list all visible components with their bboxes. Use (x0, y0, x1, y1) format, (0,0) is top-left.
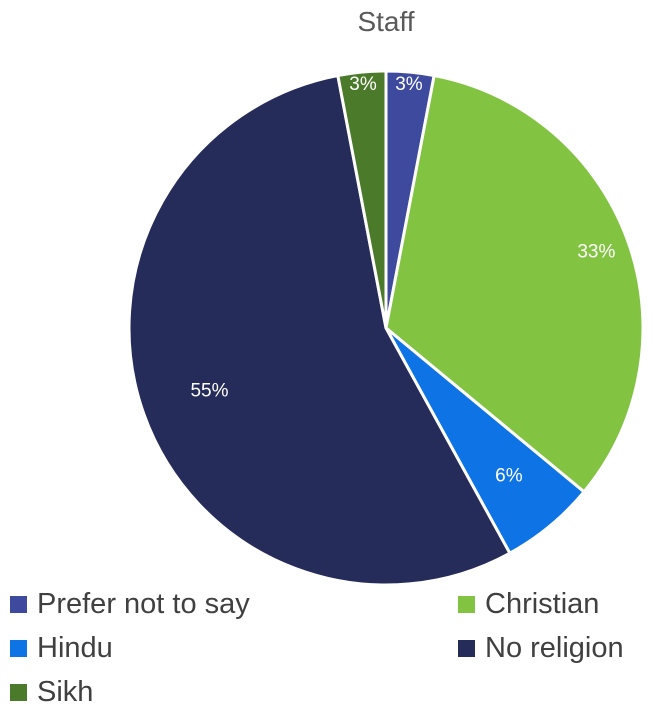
legend-swatch (10, 684, 27, 701)
legend-label: Christian (485, 588, 600, 620)
legend-item-christian: Christian (458, 588, 599, 621)
pie-slice-christian (384, 74, 645, 494)
pie-slice-no-religion (127, 74, 512, 587)
legend-swatch (458, 640, 475, 657)
legend-swatch (458, 596, 475, 613)
slice-data-label: 6% (495, 466, 523, 487)
pie-slices (127, 69, 645, 587)
pie-chart: 3% 33% 6% 55% 3% (127, 69, 645, 587)
legend-item-sikh: Sikh (10, 676, 93, 709)
legend-item-hindu: Hindu (10, 632, 113, 665)
legend-label: No religion (485, 632, 624, 664)
slice-data-label: 33% (577, 241, 615, 262)
legend-swatch (10, 596, 27, 613)
pie-slice-sikh (336, 69, 388, 330)
legend-item-prefer-not-to-say: Prefer not to say (10, 588, 250, 621)
legend-swatch (10, 640, 27, 657)
legend-item-no-religion: No religion (458, 632, 624, 665)
chart-title: Staff (357, 6, 415, 37)
pie-labels: 3% 33% 6% 55% 3% (190, 74, 615, 487)
slice-data-label: 3% (349, 74, 377, 95)
slice-data-label: 3% (395, 74, 423, 95)
legend-label: Prefer not to say (37, 588, 250, 620)
slice-data-label: 55% (190, 381, 228, 402)
legend-label: Hindu (37, 632, 113, 664)
legend-label: Sikh (37, 676, 94, 708)
